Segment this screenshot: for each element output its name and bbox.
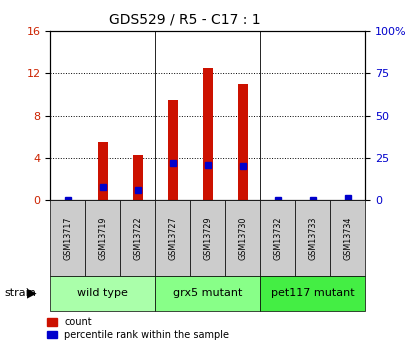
Text: GSM13729: GSM13729 — [203, 216, 213, 260]
Text: wild type: wild type — [77, 288, 129, 298]
Text: ▶: ▶ — [27, 287, 36, 300]
Text: GSM13732: GSM13732 — [273, 216, 282, 260]
Text: pet117 mutant: pet117 mutant — [271, 288, 355, 298]
Text: GSM13734: GSM13734 — [344, 216, 352, 260]
Bar — [238, 84, 248, 200]
Bar — [98, 142, 108, 200]
Text: GSM13722: GSM13722 — [134, 216, 142, 260]
Bar — [203, 68, 213, 200]
Text: GSM13730: GSM13730 — [239, 216, 247, 260]
Text: strain: strain — [4, 288, 36, 298]
Legend: count, percentile rank within the sample: count, percentile rank within the sample — [47, 317, 229, 340]
Bar — [133, 155, 143, 200]
Text: GSM13717: GSM13717 — [63, 216, 72, 260]
Text: GSM13719: GSM13719 — [98, 216, 108, 260]
Text: GDS529 / R5 - C17 : 1: GDS529 / R5 - C17 : 1 — [109, 12, 261, 26]
Text: grx5 mutant: grx5 mutant — [173, 288, 243, 298]
Text: GSM13733: GSM13733 — [308, 216, 318, 260]
Bar — [168, 100, 178, 200]
Text: GSM13727: GSM13727 — [168, 216, 177, 260]
